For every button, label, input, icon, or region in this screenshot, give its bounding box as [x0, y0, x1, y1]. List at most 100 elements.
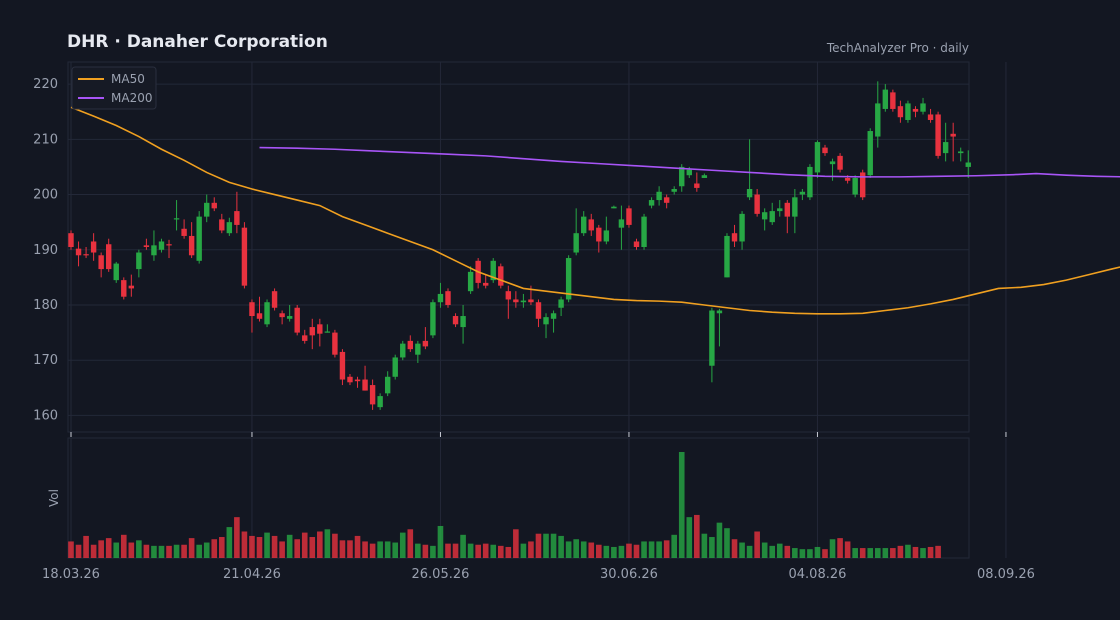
legend-label: MA50 — [111, 72, 145, 86]
volume-bar — [437, 525, 444, 558]
candle-body — [663, 197, 670, 203]
volume-bar — [761, 542, 768, 558]
candle-body — [618, 219, 625, 228]
volume-bar — [603, 545, 610, 558]
candle-body — [769, 211, 775, 223]
candle-body — [467, 271, 474, 292]
volume-bar — [724, 528, 730, 558]
volume-bar — [399, 532, 406, 558]
candle-body — [219, 219, 225, 231]
volume-bar — [151, 545, 157, 558]
candle-body — [912, 108, 919, 112]
candle-body — [535, 302, 542, 319]
candle-body — [151, 245, 157, 256]
y-tick-label: 190 — [33, 243, 58, 258]
candle-body — [784, 202, 790, 217]
volume-bar — [844, 541, 851, 558]
volume-bar — [166, 545, 172, 558]
volume-bar — [354, 535, 361, 558]
volume-bar — [211, 539, 218, 558]
candle-body — [950, 133, 956, 137]
candle-body — [920, 103, 926, 112]
legend: MA50 MA200 — [71, 66, 157, 110]
volume-bar — [769, 545, 776, 558]
candle-body — [890, 92, 896, 109]
volume-bar — [874, 548, 881, 558]
volume-bar — [415, 543, 421, 558]
candle-body — [90, 241, 97, 253]
volume-bar — [558, 535, 564, 558]
legend-label: MA200 — [111, 91, 152, 105]
volume-bar — [611, 546, 617, 558]
candle-body — [746, 189, 753, 198]
candle-body — [128, 285, 135, 289]
candle-body — [158, 241, 165, 250]
y-tick-label: 170 — [33, 353, 58, 368]
volume-bar — [294, 539, 300, 558]
candle-body — [354, 379, 361, 382]
candle-body — [347, 376, 353, 383]
candle-body — [701, 175, 708, 178]
candle-body — [384, 376, 391, 394]
x-tick-label: 26.05.26 — [412, 567, 470, 582]
candle-body — [882, 89, 889, 109]
volume-bar — [234, 517, 240, 558]
volume-bar — [264, 532, 270, 558]
volume-bar — [128, 542, 135, 558]
candle-body — [181, 228, 187, 236]
candle-body — [588, 219, 594, 231]
volume-bar — [580, 541, 587, 558]
volume-bar — [113, 542, 120, 558]
volume-bar — [882, 548, 889, 558]
candle-body — [905, 103, 911, 120]
candle-body — [799, 191, 806, 195]
volume-bar — [347, 540, 353, 558]
candle-body — [407, 340, 413, 350]
candle-body — [309, 327, 315, 336]
volume-bar — [219, 537, 225, 558]
volume-bar — [324, 529, 331, 558]
price-panel: 160 170 180 190 200 210 220 MA50 MA200 — [33, 61, 1120, 437]
volume-bar — [384, 541, 391, 558]
volume-bar — [362, 541, 368, 558]
volume-bar — [701, 533, 708, 558]
volume-bar — [377, 541, 383, 558]
candle-body — [543, 317, 549, 325]
volume-bar — [641, 541, 647, 558]
volume-bar — [301, 532, 308, 558]
volume-bar — [671, 534, 677, 558]
volume-bar — [859, 548, 866, 558]
y-tick-label: 160 — [33, 408, 58, 423]
volume-bar — [392, 542, 399, 558]
volume-bar — [75, 544, 82, 558]
candle-body — [814, 142, 821, 173]
volume-bar — [746, 545, 753, 558]
candle-body — [860, 172, 866, 198]
volume-bar — [271, 535, 278, 558]
volume-bar — [867, 548, 874, 558]
candle-body — [302, 335, 308, 341]
volume-bar — [814, 546, 821, 558]
volume-bar — [90, 544, 97, 558]
candle-body — [211, 202, 217, 209]
volume-bar — [694, 514, 700, 558]
candle-body — [188, 235, 195, 256]
candle-body — [332, 332, 338, 355]
volume-bar — [158, 545, 165, 558]
candle-body — [958, 151, 964, 154]
volume-bar — [731, 539, 738, 558]
candle-body — [867, 131, 873, 176]
x-tick-label: 08.09.26 — [977, 567, 1035, 582]
candle-body — [377, 396, 383, 408]
volume-bar — [588, 542, 595, 558]
volume-bar — [573, 539, 579, 558]
volume-bar — [905, 544, 911, 558]
candle-body — [68, 233, 74, 247]
candle-body — [724, 235, 730, 278]
volume-bar — [829, 539, 836, 558]
x-tick-label: 18.03.26 — [42, 567, 100, 582]
candle-body — [143, 245, 150, 247]
candle-body — [792, 197, 798, 217]
candle-body — [362, 379, 368, 391]
volume-bar — [203, 542, 210, 558]
